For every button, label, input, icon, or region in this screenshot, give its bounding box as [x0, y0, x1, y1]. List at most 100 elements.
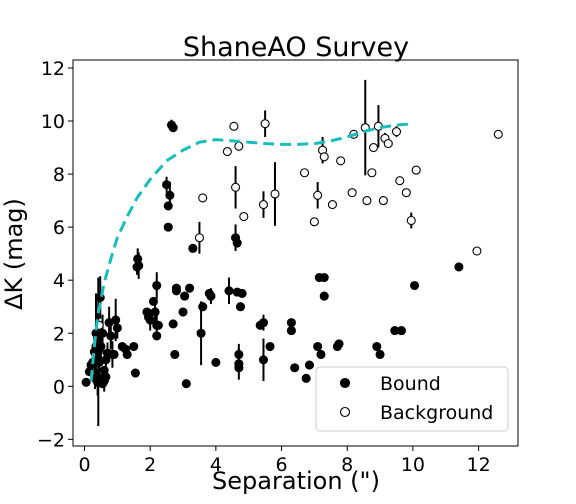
y-tick-label: 2	[53, 323, 65, 345]
bound-point	[258, 355, 269, 365]
bound-point	[134, 261, 144, 271]
legend-background-marker	[339, 406, 351, 418]
x-tick-label: 12	[466, 454, 490, 476]
bound-point	[286, 326, 296, 336]
bound-point	[396, 326, 406, 336]
legend-background-label: Background	[380, 402, 493, 424]
background-point	[313, 190, 323, 200]
background-point	[234, 141, 244, 151]
bound-point	[101, 372, 111, 382]
background-point	[472, 246, 482, 256]
bound-point	[290, 363, 300, 373]
bound-point	[152, 280, 162, 291]
bound-point	[286, 318, 296, 328]
background-point	[391, 127, 402, 137]
y-tick-label: 6	[53, 217, 65, 239]
background-point	[258, 200, 269, 210]
bound-point	[181, 379, 191, 389]
background-point	[239, 211, 249, 222]
x-tick-label: 2	[144, 454, 156, 476]
bound-point	[304, 360, 315, 370]
bound-point	[188, 243, 198, 253]
background-point	[299, 168, 310, 178]
bound-point	[111, 315, 121, 325]
x-tick-label: 4	[210, 454, 222, 476]
legend: Bound Background	[315, 366, 509, 432]
bound-point	[180, 291, 190, 301]
x-tick-label: 10	[401, 454, 425, 476]
bound-point	[372, 341, 382, 352]
bound-point	[168, 123, 178, 133]
axis-ticks: 0 2 4 6 8 10 12 −2 0 2 4 6 8 10 12	[37, 58, 491, 476]
bound-point	[375, 349, 385, 360]
bound-point	[232, 238, 242, 248]
bound-point	[171, 286, 182, 296]
background-point	[222, 146, 232, 157]
bound-point	[98, 328, 108, 338]
bound-point	[153, 320, 163, 330]
background-point	[327, 200, 337, 210]
detection-limit-curve	[89, 122, 414, 382]
background-point	[260, 119, 270, 129]
background-point	[401, 188, 411, 198]
bound-point	[170, 349, 180, 360]
background-point	[367, 168, 377, 178]
bound-point	[81, 377, 91, 387]
x-tick-label: 0	[78, 454, 90, 476]
bound-point	[235, 302, 246, 312]
background-point	[347, 188, 357, 198]
background-point	[395, 176, 405, 186]
bound-point	[96, 341, 106, 352]
background-point	[362, 196, 372, 206]
background-point	[319, 152, 329, 162]
background-point	[231, 182, 241, 192]
background-point	[378, 196, 388, 206]
bound-point	[122, 349, 132, 360]
legend-bound-marker	[339, 377, 351, 389]
bound-point	[237, 288, 247, 299]
y-tick-label: 8	[53, 164, 65, 186]
background-point	[270, 189, 280, 199]
background-point	[198, 193, 208, 203]
bound-point	[150, 307, 160, 317]
bound-point	[313, 341, 323, 352]
y-tick-label: 12	[41, 58, 65, 80]
background-point	[336, 156, 346, 166]
bound-point	[129, 341, 139, 352]
background-point	[194, 233, 204, 243]
axes-frame	[72, 59, 519, 447]
background-series	[94, 79, 503, 330]
plot-area	[81, 79, 503, 427]
background-point	[411, 165, 421, 175]
bound-point	[234, 363, 244, 373]
background-point	[309, 217, 319, 227]
background-point	[493, 129, 503, 139]
bound-point	[109, 349, 119, 360]
y-tick-label: 0	[53, 376, 65, 398]
y-tick-label: −2	[37, 429, 65, 451]
bound-point	[206, 291, 216, 301]
y-tick-label: 10	[41, 111, 65, 133]
bound-point	[130, 368, 140, 378]
background-point	[406, 215, 416, 226]
bound-point	[163, 222, 173, 232]
bound-point	[454, 262, 464, 272]
background-point	[383, 139, 393, 149]
bound-point	[409, 280, 420, 291]
x-tick-label: 6	[275, 454, 287, 476]
bound-point	[196, 328, 206, 338]
bound-point	[165, 190, 175, 200]
bound-point	[198, 302, 208, 312]
legend-box	[315, 366, 509, 432]
bound-point	[112, 323, 122, 333]
bound-point	[224, 286, 234, 296]
bound-point	[301, 373, 311, 383]
bound-point	[316, 349, 326, 360]
bound-point	[178, 307, 188, 317]
y-tick-label: 4	[53, 270, 65, 292]
background-point	[229, 121, 239, 131]
x-axis-label: Separation (")	[212, 467, 380, 495]
bound-point	[168, 319, 178, 329]
y-axis-label: ΔK (mag)	[0, 198, 28, 310]
